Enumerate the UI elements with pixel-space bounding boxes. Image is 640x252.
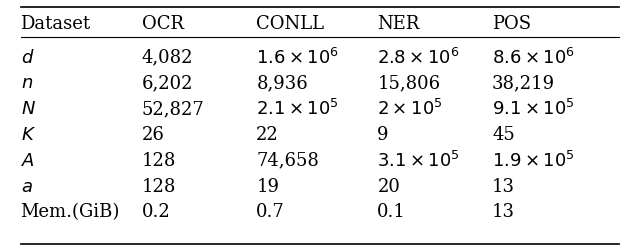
Text: $3.1 \times 10^{5}$: $3.1 \times 10^{5}$ bbox=[378, 150, 460, 170]
Text: 8,936: 8,936 bbox=[256, 74, 308, 92]
Text: CONLL: CONLL bbox=[256, 15, 324, 33]
Text: $N$: $N$ bbox=[20, 100, 35, 118]
Text: 4,082: 4,082 bbox=[141, 48, 193, 67]
Text: $A$: $A$ bbox=[20, 151, 35, 169]
Text: 0.1: 0.1 bbox=[378, 203, 406, 220]
Text: OCR: OCR bbox=[141, 15, 184, 33]
Text: POS: POS bbox=[492, 15, 531, 33]
Text: 0.7: 0.7 bbox=[256, 203, 285, 220]
Text: NER: NER bbox=[378, 15, 420, 33]
Text: $2 \times 10^{5}$: $2 \times 10^{5}$ bbox=[378, 99, 443, 119]
Text: Dataset: Dataset bbox=[20, 15, 91, 33]
Text: $d$: $d$ bbox=[20, 48, 34, 67]
Text: 74,658: 74,658 bbox=[256, 151, 319, 169]
Text: 15,806: 15,806 bbox=[378, 74, 440, 92]
Text: 6,202: 6,202 bbox=[141, 74, 193, 92]
Text: 9: 9 bbox=[378, 125, 389, 143]
Text: 45: 45 bbox=[492, 125, 515, 143]
Text: 128: 128 bbox=[141, 151, 176, 169]
Text: $1.9 \times 10^{5}$: $1.9 \times 10^{5}$ bbox=[492, 150, 575, 170]
Text: $8.6 \times 10^{6}$: $8.6 \times 10^{6}$ bbox=[492, 47, 575, 68]
Text: 26: 26 bbox=[141, 125, 164, 143]
Text: $2.1 \times 10^{5}$: $2.1 \times 10^{5}$ bbox=[256, 99, 339, 119]
Text: 22: 22 bbox=[256, 125, 279, 143]
Text: $1.6 \times 10^{6}$: $1.6 \times 10^{6}$ bbox=[256, 47, 339, 68]
Text: 38,219: 38,219 bbox=[492, 74, 555, 92]
Text: Mem.(GiB): Mem.(GiB) bbox=[20, 203, 120, 220]
Text: 0.2: 0.2 bbox=[141, 203, 170, 220]
Text: $2.8 \times 10^{6}$: $2.8 \times 10^{6}$ bbox=[378, 47, 460, 68]
Text: 13: 13 bbox=[492, 203, 515, 220]
Text: 19: 19 bbox=[256, 177, 279, 195]
Text: 13: 13 bbox=[492, 177, 515, 195]
Text: $n$: $n$ bbox=[20, 74, 33, 92]
Text: $K$: $K$ bbox=[20, 125, 35, 143]
Text: 128: 128 bbox=[141, 177, 176, 195]
Text: 20: 20 bbox=[378, 177, 400, 195]
Text: $9.1 \times 10^{5}$: $9.1 \times 10^{5}$ bbox=[492, 99, 575, 119]
Text: $a$: $a$ bbox=[20, 177, 33, 195]
Text: 52,827: 52,827 bbox=[141, 100, 204, 118]
